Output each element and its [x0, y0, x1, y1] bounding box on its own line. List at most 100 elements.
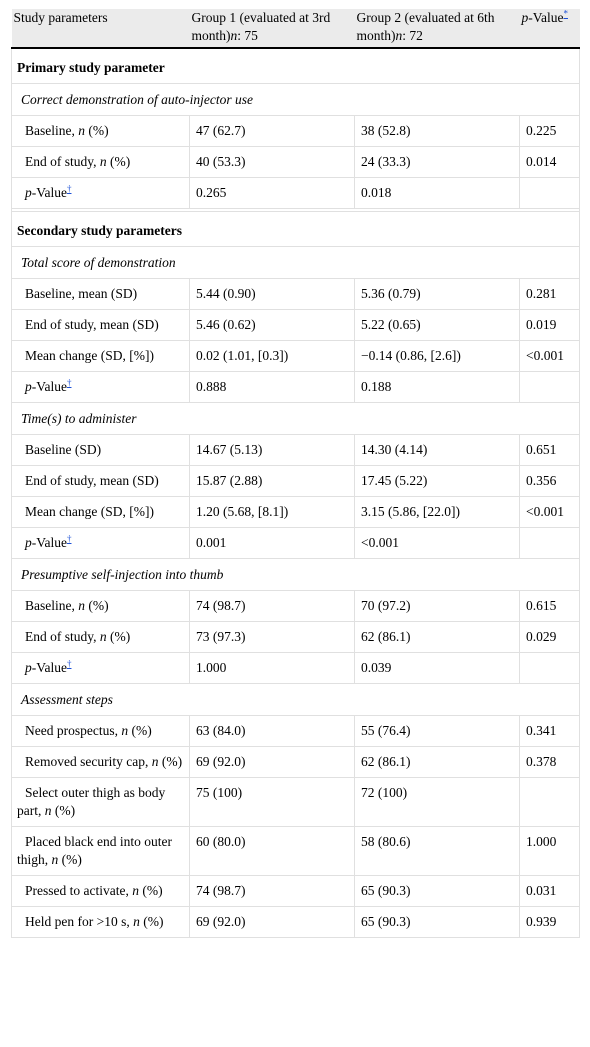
group1-value: 14.67 (5.13): [189, 434, 355, 466]
header-study-parameters: Study parameters: [11, 9, 190, 48]
group1-value: 69 (92.0): [189, 906, 355, 938]
p-value: 0.019: [519, 309, 580, 341]
table-row: Select outer thigh as body part, n (%) 7…: [11, 777, 580, 827]
footnote-link-dagger[interactable]: †: [66, 377, 72, 388]
group2-value: 62 (86.1): [354, 621, 520, 653]
p-value: <0.001: [519, 340, 580, 372]
group2-value: 72 (100): [354, 777, 520, 827]
row-label: End of study, mean (SD): [11, 465, 190, 497]
table-row: Baseline, n (%) 74 (98.7) 70 (97.2) 0.61…: [11, 590, 580, 622]
footnote-link-dagger[interactable]: †: [66, 658, 72, 669]
header-col2-text: Group 1 (evaluated at 3rd month): [191, 10, 331, 43]
section-title-secondary: Secondary study parameters: [11, 211, 580, 247]
header-group1: Group 1 (evaluated at 3rd month)n: 75: [189, 9, 355, 48]
header-col4-text: -Value: [528, 10, 564, 25]
group1-value: 60 (80.0): [189, 826, 355, 876]
group2-value: 58 (80.6): [354, 826, 520, 876]
p-value: 0.029: [519, 621, 580, 653]
p-value: 1.000: [519, 826, 580, 876]
group1-value: 5.46 (0.62): [189, 309, 355, 341]
row-label: Baseline, n (%): [11, 590, 190, 622]
subsection-self-injection: Presumptive self-injection into thumb: [11, 558, 580, 591]
group2-value: −0.14 (0.86, [2.6]): [354, 340, 520, 372]
group2-value: 70 (97.2): [354, 590, 520, 622]
group2-value: 38 (52.8): [354, 115, 520, 147]
footnote-link-dagger[interactable]: †: [66, 183, 72, 194]
group1-value: 63 (84.0): [189, 715, 355, 747]
header-col2-n: n: [230, 28, 238, 43]
row-label: Pressed to activate, n (%): [11, 875, 190, 907]
header-p-value: p-Value*: [519, 8, 580, 48]
row-label-p-value: p-Value†: [11, 527, 190, 559]
group2-value: 62 (86.1): [354, 746, 520, 778]
group2-value: 24 (33.3): [354, 146, 520, 178]
p-value: [519, 777, 580, 827]
table-row: p-Value† 0.888 0.188: [11, 371, 580, 403]
row-label: Baseline, mean (SD): [11, 278, 190, 310]
row-label: Placed black end into outer thigh, n (%): [11, 826, 190, 876]
group2-value: 5.36 (0.79): [354, 278, 520, 310]
row-label: End of study, n (%): [11, 621, 190, 653]
group2-value: 0.039: [354, 652, 520, 684]
group1-value: 1.000: [189, 652, 355, 684]
p-value: [519, 177, 580, 209]
p-value: [519, 652, 580, 684]
p-value: [519, 527, 580, 559]
group1-value: 5.44 (0.90): [189, 278, 355, 310]
table-row: End of study, n (%) 40 (53.3) 24 (33.3) …: [11, 146, 580, 178]
footnote-link-dagger[interactable]: †: [66, 533, 72, 544]
group1-value: 47 (62.7): [189, 115, 355, 147]
group2-value: <0.001: [354, 527, 520, 559]
row-label: Removed security cap, n (%): [11, 746, 190, 778]
group1-value: 40 (53.3): [189, 146, 355, 178]
header-col2-count: : 75: [237, 28, 258, 43]
row-label: End of study, mean (SD): [11, 309, 190, 341]
p-value: [519, 371, 580, 403]
row-label: Mean change (SD, [%]): [11, 340, 190, 372]
row-label: Need prospectus, n (%): [11, 715, 190, 747]
table-row: p-Value† 1.000 0.039: [11, 652, 580, 684]
group2-value: 0.188: [354, 371, 520, 403]
p-value: 0.225: [519, 115, 580, 147]
header-group2: Group 2 (evaluated at 6th month)n: 72: [354, 9, 520, 48]
header-col3-n: n: [395, 28, 403, 43]
table-row: End of study, mean (SD) 5.46 (0.62) 5.22…: [11, 309, 580, 341]
row-label-p-value: p-Value†: [11, 371, 190, 403]
header-col3-count: : 72: [402, 28, 423, 43]
table-row: Removed security cap, n (%) 69 (92.0) 62…: [11, 746, 580, 778]
table-row: Baseline (SD) 14.67 (5.13) 14.30 (4.14) …: [11, 434, 580, 466]
row-label-p-value: p-Value†: [11, 652, 190, 684]
results-table: Study parameters Group 1 (evaluated at 3…: [11, 9, 580, 938]
header-col4-p: p: [521, 10, 529, 25]
row-label: Mean change (SD, [%]): [11, 496, 190, 528]
group2-value: 5.22 (0.65): [354, 309, 520, 341]
header-col3-text: Group 2 (evaluated at 6th month): [356, 10, 495, 43]
p-value: 0.378: [519, 746, 580, 778]
p-value: 0.939: [519, 906, 580, 938]
p-value: 0.341: [519, 715, 580, 747]
group2-value: 55 (76.4): [354, 715, 520, 747]
group1-value: 75 (100): [189, 777, 355, 827]
group2-value: 0.018: [354, 177, 520, 209]
group1-value: 73 (97.3): [189, 621, 355, 653]
table-row: Mean change (SD, [%]) 1.20 (5.68, [8.1])…: [11, 496, 580, 528]
group1-value: 0.265: [189, 177, 355, 209]
p-value: 0.031: [519, 875, 580, 907]
p-value: <0.001: [519, 496, 580, 528]
table-row: Pressed to activate, n (%) 74 (98.7) 65 …: [11, 875, 580, 907]
group1-value: 0.001: [189, 527, 355, 559]
table-row: Baseline, n (%) 47 (62.7) 38 (52.8) 0.22…: [11, 115, 580, 147]
p-value: 0.014: [519, 146, 580, 178]
row-label: Held pen for >10 s, n (%): [11, 906, 190, 938]
row-label: Select outer thigh as body part, n (%): [11, 777, 190, 827]
header-col1-text: Study parameters: [13, 10, 108, 25]
footnote-link-star[interactable]: *: [563, 8, 568, 19]
group2-value: 3.15 (5.86, [22.0]): [354, 496, 520, 528]
p-value: 0.281: [519, 278, 580, 310]
table-row: End of study, mean (SD) 15.87 (2.88) 17.…: [11, 465, 580, 497]
subsection-correct-demo: Correct demonstration of auto-injector u…: [11, 83, 580, 116]
group1-value: 0.02 (1.01, [0.3]): [189, 340, 355, 372]
table-row: Need prospectus, n (%) 63 (84.0) 55 (76.…: [11, 715, 580, 747]
group1-value: 74 (98.7): [189, 590, 355, 622]
table-row: Mean change (SD, [%]) 0.02 (1.01, [0.3])…: [11, 340, 580, 372]
